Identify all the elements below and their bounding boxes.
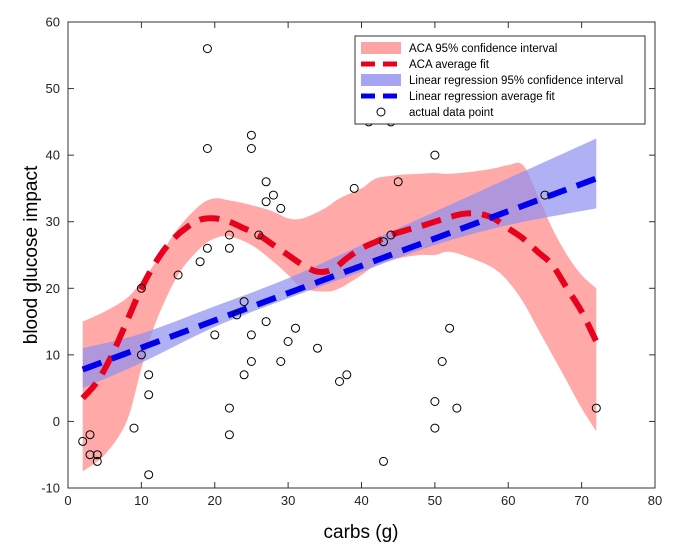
data-point — [261, 317, 271, 327]
data-point — [591, 403, 601, 413]
data-point — [430, 397, 440, 406]
y-tick-label: 60 — [46, 15, 60, 30]
x-tick-label: 60 — [501, 493, 515, 508]
x-tick-label: 0 — [64, 493, 71, 508]
data-point — [349, 183, 359, 193]
data-point — [246, 357, 256, 366]
y-tick-label: 40 — [46, 148, 60, 163]
legend-label: ACA average fit — [409, 59, 490, 71]
x-tick-label: 40 — [354, 493, 368, 508]
x-axis-title: carbs (g) — [324, 522, 399, 543]
data-point — [129, 423, 139, 433]
data-point — [276, 357, 286, 366]
y-tick-label: -10 — [41, 481, 60, 496]
legend: ACA 95% confidence interval ACA average f… — [354, 35, 646, 125]
data-point — [224, 243, 234, 253]
data-point — [224, 430, 234, 440]
x-tick-label: 20 — [208, 493, 222, 508]
data-point — [393, 177, 403, 187]
y-tick-label: 0 — [53, 414, 60, 429]
data-point — [283, 337, 293, 346]
legend-swatch-aca_ci — [361, 42, 401, 54]
data-point — [85, 430, 95, 440]
axes: 0 10 20 30 40 50 60 70 80 -10 0 10 20 30 40 50 60 — [41, 15, 662, 509]
data-point — [239, 297, 249, 307]
data-point — [452, 403, 462, 413]
aca-confidence-band — [82, 162, 597, 472]
data-point — [276, 203, 286, 213]
data-point — [173, 270, 183, 280]
data-point — [246, 144, 256, 153]
data-point — [313, 343, 322, 353]
data-point — [246, 130, 256, 140]
data-point — [239, 370, 249, 380]
x-tick-label: 50 — [428, 493, 442, 508]
data-point — [232, 310, 242, 320]
y-tick-label: 50 — [46, 81, 60, 96]
data-point — [261, 197, 271, 207]
data-point — [430, 423, 440, 433]
data-point — [224, 403, 234, 413]
data-point — [261, 177, 271, 187]
legend-box — [354, 35, 646, 125]
data-point — [254, 230, 264, 240]
legend-label: actual data point — [409, 107, 494, 119]
x-tick-label: 10 — [134, 493, 148, 508]
data-point — [224, 230, 234, 240]
data-point — [195, 257, 205, 267]
legend-swatch-lr_ci — [361, 74, 401, 86]
data-point — [445, 323, 455, 333]
data-point — [202, 243, 212, 253]
data-point — [268, 190, 278, 200]
data-point — [136, 350, 146, 360]
data-point — [78, 436, 88, 446]
data-point — [144, 370, 154, 380]
plot-area — [78, 44, 601, 480]
data-point — [540, 190, 550, 200]
y-tick-label: 10 — [46, 347, 60, 362]
data-point — [342, 370, 352, 380]
data-point — [136, 283, 146, 293]
x-tick-label: 30 — [281, 493, 295, 508]
data-point — [144, 470, 154, 480]
x-tick-label: 80 — [648, 493, 662, 508]
data-point — [386, 230, 396, 240]
legend-label: ACA 95% confidence interval — [409, 43, 557, 55]
data-point — [379, 456, 388, 466]
data-point — [202, 144, 212, 153]
aca-average-fit-line — [80, 210, 599, 401]
data-point — [430, 150, 440, 160]
y-tick-label: 30 — [46, 214, 60, 229]
y-axis-title: blood glucose impact — [21, 165, 42, 344]
data-point — [437, 357, 447, 366]
data-point — [291, 323, 300, 333]
legend-swatch-points — [376, 107, 386, 117]
y-tick-label: 20 — [46, 281, 60, 296]
data-point — [335, 377, 344, 386]
legend-label: Linear regression 95% confidence interva… — [409, 75, 623, 87]
data-point — [85, 450, 95, 460]
data-point — [92, 450, 102, 460]
data-point — [202, 44, 212, 54]
data-point — [144, 390, 154, 400]
data-point — [92, 456, 102, 466]
data-point — [210, 330, 220, 340]
x-tick-label: 70 — [574, 493, 588, 508]
data-point — [379, 237, 388, 247]
legend-label: Linear regression average fit — [409, 91, 556, 103]
data-point — [246, 330, 256, 340]
